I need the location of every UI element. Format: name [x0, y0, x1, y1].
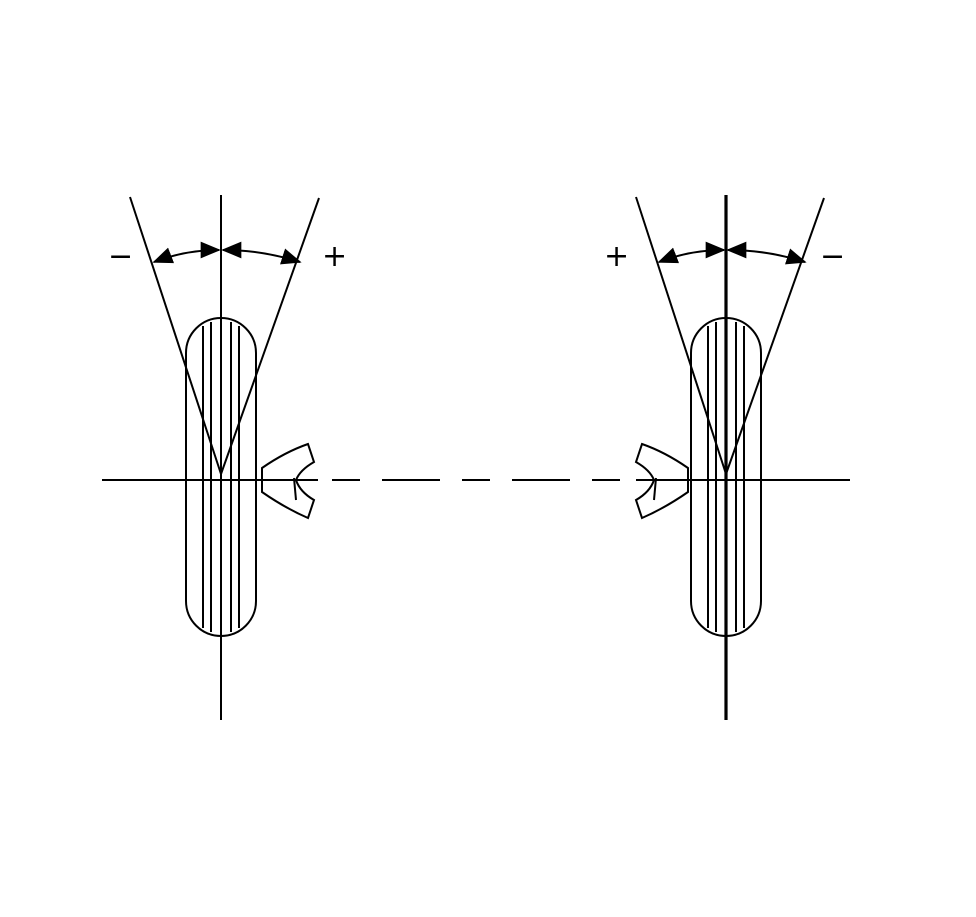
left-positive-arc-arrow: [221, 241, 302, 265]
right-negative-sign: −: [820, 239, 845, 274]
left-positive-sign: +: [322, 239, 347, 274]
right-positive-sign: +: [604, 239, 629, 274]
right-wheel-assembly: [634, 195, 825, 720]
left-negative-camber-line: [129, 196, 222, 475]
left-negative-arc-arrow: [152, 241, 221, 264]
right-negative-arc-arrow: [726, 241, 807, 265]
right-positive-camber-line: [635, 196, 727, 475]
left-negative-sign: −: [108, 239, 133, 274]
left-wheel-assembly: [129, 195, 320, 720]
right-tire-tread: [707, 322, 745, 632]
right-knuckle: [634, 442, 689, 520]
left-tire-tread: [202, 322, 240, 632]
right-positive-arc-arrow: [657, 241, 726, 264]
left-positive-camber-line: [220, 197, 320, 475]
right-negative-camber-line: [725, 197, 825, 475]
left-knuckle: [261, 442, 316, 520]
